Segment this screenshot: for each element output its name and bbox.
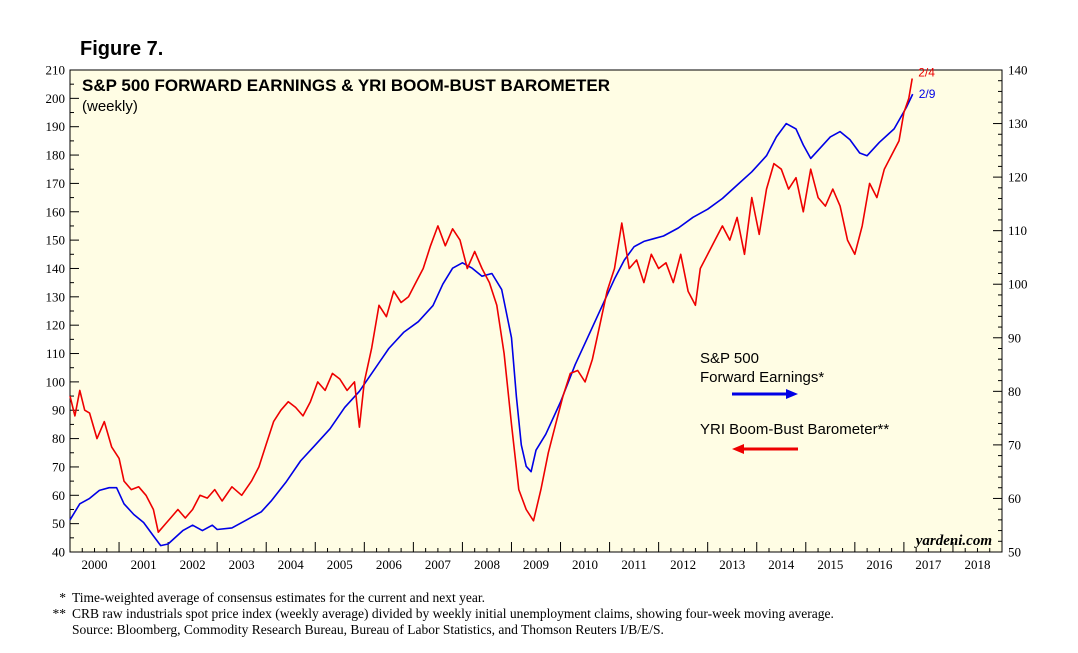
left-tick-label: 70 — [52, 459, 65, 474]
plot-area — [69, 69, 1003, 553]
left-tick-label: 130 — [46, 289, 66, 304]
right-tick-label: 120 — [1008, 170, 1028, 185]
barometer-line — [69, 78, 913, 533]
chart-subtitle: (weekly) — [82, 98, 138, 115]
right-axis: 50 60 70 80 90 100 110 120 130 140 — [993, 63, 1028, 560]
legend-earnings-line2: Forward Earnings* — [700, 369, 824, 386]
footnotes: * Time-weighted average of consensus est… — [44, 590, 834, 638]
footnote-mark: ** — [52, 606, 67, 621]
legend-earnings-arrow — [732, 389, 798, 399]
left-tick-label: 140 — [46, 261, 66, 276]
source-text: Source: Bloomberg, Commodity Research Bu… — [72, 622, 664, 637]
legend-earnings-line1: S&P 500 — [700, 350, 759, 367]
x-tick-label: 2004 — [278, 557, 305, 572]
earnings-end-label: 2/9 — [919, 87, 936, 101]
footnote-source: Source: Bloomberg, Commodity Research Bu… — [44, 622, 834, 638]
left-tick-label: 80 — [52, 431, 65, 446]
footnote-text: CRB raw industrials spot price index (we… — [72, 606, 834, 621]
x-tick-label: 2009 — [523, 557, 549, 572]
x-tick-label: 2014 — [768, 557, 795, 572]
legend-barometer-arrow — [732, 444, 798, 454]
chart: 40 50 60 70 80 90 100 110 120 130 140 150 160 170 180 1… — [46, 63, 1028, 573]
right-tick-label: 100 — [1008, 277, 1028, 292]
x-tick-label: 2006 — [376, 557, 403, 572]
footnote-1: * Time-weighted average of consensus est… — [44, 590, 834, 606]
series-layer: 2/9 2/4 — [69, 66, 936, 547]
earnings-line — [69, 93, 914, 547]
x-tick-label: 2012 — [670, 557, 696, 572]
x-tick-label: 2000 — [82, 557, 108, 572]
left-tick-label: 210 — [46, 63, 66, 78]
legend-barometer-label: YRI Boom-Bust Barometer** — [700, 421, 889, 438]
footnote-2: ** CRB raw industrials spot price index … — [44, 606, 834, 622]
right-tick-label: 70 — [1008, 437, 1021, 452]
x-tick-label: 2013 — [719, 557, 745, 572]
x-tick-label: 2007 — [425, 557, 452, 572]
left-tick-label: 160 — [46, 204, 66, 219]
right-tick-label: 140 — [1008, 63, 1028, 78]
x-tick-label: 2017 — [915, 557, 942, 572]
left-tick-label: 100 — [46, 374, 66, 389]
left-tick-label: 170 — [46, 176, 66, 191]
barometer-end-label: 2/4 — [918, 66, 935, 80]
left-tick-label: 150 — [46, 233, 66, 248]
x-tick-label: 2011 — [621, 557, 647, 572]
x-tick-label: 2010 — [572, 557, 598, 572]
right-tick-label: 110 — [1008, 223, 1027, 238]
x-tick-label: 2016 — [866, 557, 893, 572]
left-tick-label: 110 — [46, 346, 65, 361]
x-tick-label: 2018 — [964, 557, 990, 572]
chart-title: S&P 500 FORWARD EARNINGS & YRI BOOM-BUST… — [82, 76, 610, 95]
right-tick-label: 60 — [1008, 491, 1021, 506]
footnote-text: Time-weighted average of consensus estim… — [72, 590, 485, 605]
x-tick-label: 2002 — [180, 557, 206, 572]
left-tick-label: 120 — [46, 318, 66, 333]
left-tick-label: 190 — [46, 119, 66, 134]
right-tick-label: 80 — [1008, 384, 1021, 399]
left-tick-label: 180 — [46, 148, 66, 163]
right-tick-label: 90 — [1008, 330, 1021, 345]
left-tick-label: 200 — [46, 91, 66, 106]
right-tick-label: 130 — [1008, 116, 1028, 131]
x-tick-label: 2001 — [131, 557, 157, 572]
footnote-mark: * — [59, 590, 66, 605]
left-tick-label: 50 — [52, 516, 65, 531]
x-tick-label: 2003 — [229, 557, 255, 572]
x-tick-label: 2015 — [817, 557, 843, 572]
x-tick-label: 2005 — [327, 557, 353, 572]
x-tick-label: 2008 — [474, 557, 500, 572]
right-tick-label: 50 — [1008, 545, 1021, 560]
watermark: yardeni.com — [914, 533, 992, 549]
footnote-mark — [44, 622, 72, 638]
left-tick-label: 40 — [52, 545, 65, 560]
left-tick-label: 90 — [52, 403, 65, 418]
figure-label: Figure 7. — [80, 38, 164, 60]
left-tick-label: 60 — [52, 488, 65, 503]
x-axis: 2000 2001 2002 2003 2004 2005 2006 2007 2008 2009… — [69, 542, 1003, 572]
